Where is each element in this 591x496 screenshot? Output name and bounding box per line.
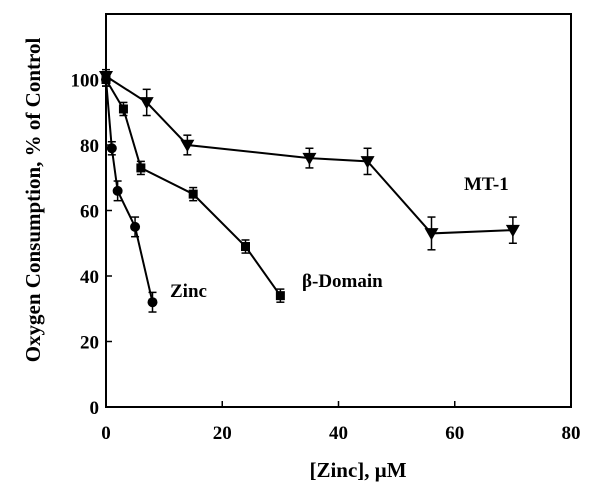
series-label-beta-domain: β-Domain xyxy=(302,271,383,292)
series-label-mt1: MT-1 xyxy=(464,174,509,195)
data-point xyxy=(360,156,375,169)
x-axis-title: [Zinc], μM xyxy=(309,458,406,482)
data-point xyxy=(118,104,128,114)
plot-frame xyxy=(105,13,572,408)
data-point xyxy=(147,297,158,308)
x-tick-label: 80 xyxy=(562,423,581,444)
y-tick-label: 0 xyxy=(90,398,100,419)
data-point xyxy=(130,221,141,232)
data-point xyxy=(112,185,123,196)
series-2 xyxy=(101,72,158,313)
data-point xyxy=(180,139,195,152)
series-layer xyxy=(99,68,520,313)
y-tick-label: 40 xyxy=(80,267,99,288)
series-label-zinc: Zinc xyxy=(170,281,207,302)
data-point xyxy=(302,152,317,166)
y-tick-label: 80 xyxy=(80,136,99,157)
series-line xyxy=(105,78,282,297)
y-axis-title: Oxygen Consumption, % of Control xyxy=(21,38,45,363)
x-tick-label: 60 xyxy=(445,423,464,444)
plot-border xyxy=(105,13,572,408)
y-axis-ticks: 0 20 40 60 80 100 xyxy=(71,71,112,419)
data-point xyxy=(188,189,198,199)
y-tick-label: 60 xyxy=(80,202,99,223)
y-tick-label: 20 xyxy=(80,333,99,354)
series-1 xyxy=(101,72,285,303)
x-tick-label: 0 xyxy=(101,423,111,444)
data-point xyxy=(101,74,111,85)
y-tick-label: 100 xyxy=(71,71,100,92)
data-point xyxy=(424,228,439,241)
series-0 xyxy=(99,68,520,251)
x-tick-label: 20 xyxy=(213,423,232,444)
data-point xyxy=(106,143,117,154)
data-point xyxy=(241,242,250,252)
x-tick-label: 40 xyxy=(329,423,348,444)
data-point xyxy=(505,224,520,238)
data-point xyxy=(275,291,285,301)
data-point xyxy=(139,97,154,110)
x-axis-ticks: 0 20 40 60 80 xyxy=(101,401,581,444)
data-point xyxy=(136,163,146,173)
